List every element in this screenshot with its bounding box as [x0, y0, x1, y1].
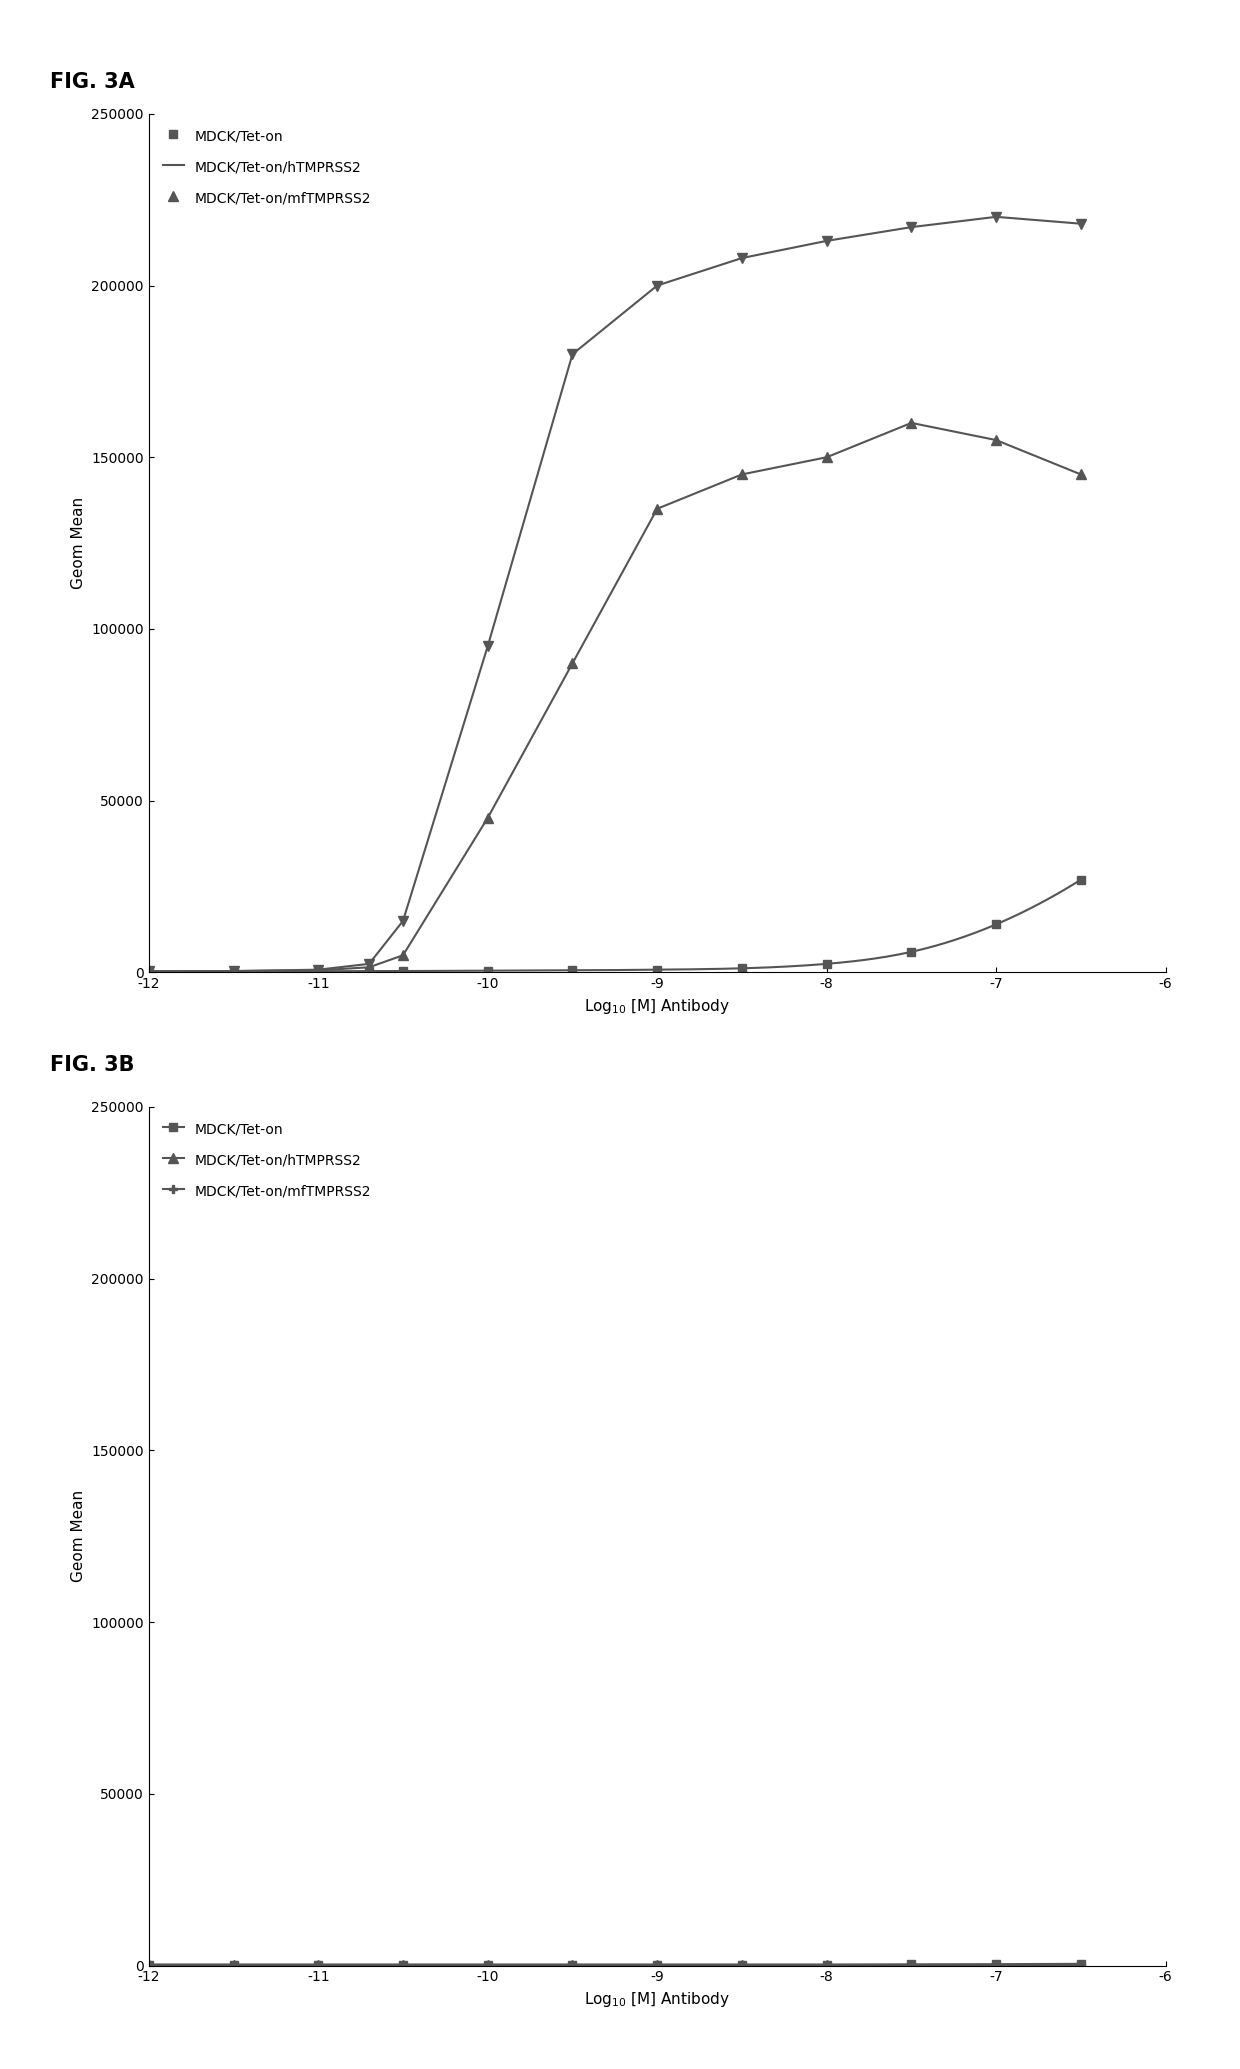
MDCK/Tet-on/hTMPRSS2: [362, 956, 377, 981]
MDCK/Tet-on/mfTMPRSS2: [1074, 1953, 1089, 1978]
MDCK/Tet-on: [311, 1953, 326, 1978]
MDCK/Tet-on: [650, 1953, 665, 1978]
MDCK/Tet-on: [311, 960, 326, 985]
MDCK/Tet-on/hTMPRSS2: [650, 1953, 665, 1978]
MDCK/Tet-on: [565, 958, 580, 983]
MDCK/Tet-on/hTMPRSS2: [734, 461, 749, 486]
MDCK/Tet-on/mfTMPRSS2: [480, 1953, 495, 1978]
MDCK/Tet-on: [820, 952, 835, 977]
MDCK/Tet-on/mfTMPRSS2: [1074, 211, 1089, 236]
MDCK/Tet-on/hTMPRSS2: [565, 652, 580, 677]
Line: MDCK/Tet-on/mfTMPRSS2: MDCK/Tet-on/mfTMPRSS2: [145, 1959, 1085, 1970]
MDCK/Tet-on: [1074, 1951, 1089, 1976]
MDCK/Tet-on: [1074, 867, 1089, 892]
MDCK/Tet-on/hTMPRSS2: [988, 428, 1003, 453]
MDCK/Tet-on: [480, 1953, 495, 1978]
MDCK/Tet-on: [734, 956, 749, 981]
MDCK/Tet-on/hTMPRSS2: [904, 1953, 919, 1978]
MDCK/Tet-on/mfTMPRSS2: [362, 952, 377, 977]
MDCK/Tet-on/hTMPRSS2: [820, 445, 835, 470]
MDCK/Tet-on: [396, 1953, 410, 1978]
MDCK/Tet-on: [141, 960, 156, 985]
MDCK/Tet-on/mfTMPRSS2: [480, 633, 495, 658]
MDCK/Tet-on/mfTMPRSS2: [311, 958, 326, 983]
MDCK/Tet-on: [141, 1953, 156, 1978]
Line: MDCK/Tet-on/mfTMPRSS2: MDCK/Tet-on/mfTMPRSS2: [144, 211, 1086, 977]
MDCK/Tet-on/mfTMPRSS2: [734, 246, 749, 271]
MDCK/Tet-on: [904, 1951, 919, 1976]
Line: MDCK/Tet-on/hTMPRSS2: MDCK/Tet-on/hTMPRSS2: [144, 418, 1086, 977]
MDCK/Tet-on/hTMPRSS2: [904, 410, 919, 434]
MDCK/Tet-on/hTMPRSS2: [820, 1953, 835, 1978]
MDCK/Tet-on/hTMPRSS2: [480, 1953, 495, 1978]
MDCK/Tet-on/hTMPRSS2: [1074, 461, 1089, 486]
MDCK/Tet-on/hTMPRSS2: [988, 1953, 1003, 1978]
MDCK/Tet-on/mfTMPRSS2: [396, 1953, 410, 1978]
MDCK/Tet-on/mfTMPRSS2: [904, 215, 919, 240]
MDCK/Tet-on/mfTMPRSS2: [565, 341, 580, 366]
MDCK/Tet-on/mfTMPRSS2: [650, 273, 665, 298]
MDCK/Tet-on/mfTMPRSS2: [820, 228, 835, 252]
Legend: MDCK/Tet-on, MDCK/Tet-on/hTMPRSS2, MDCK/Tet-on/mfTMPRSS2: MDCK/Tet-on, MDCK/Tet-on/hTMPRSS2, MDCK/…: [156, 1113, 378, 1206]
MDCK/Tet-on/mfTMPRSS2: [311, 1953, 326, 1978]
MDCK/Tet-on/hTMPRSS2: [396, 943, 410, 968]
MDCK/Tet-on/mfTMPRSS2: [226, 958, 241, 983]
MDCK/Tet-on/hTMPRSS2: [396, 1953, 410, 1978]
MDCK/Tet-on/hTMPRSS2: [311, 1953, 326, 1978]
MDCK/Tet-on/mfTMPRSS2: [820, 1953, 835, 1978]
MDCK/Tet-on/hTMPRSS2: [141, 960, 156, 985]
MDCK/Tet-on: [820, 1953, 835, 1978]
Text: FIG. 3B: FIG. 3B: [50, 1055, 134, 1076]
MDCK/Tet-on/mfTMPRSS2: [141, 1953, 156, 1978]
MDCK/Tet-on/mfTMPRSS2: [650, 1953, 665, 1978]
Y-axis label: Geom Mean: Geom Mean: [71, 1490, 86, 1583]
MDCK/Tet-on/hTMPRSS2: [1074, 1953, 1089, 1978]
Legend: MDCK/Tet-on, MDCK/Tet-on/hTMPRSS2, MDCK/Tet-on/mfTMPRSS2: MDCK/Tet-on, MDCK/Tet-on/hTMPRSS2, MDCK/…: [156, 120, 378, 213]
MDCK/Tet-on: [904, 939, 919, 964]
MDCK/Tet-on: [650, 958, 665, 983]
X-axis label: Log$_{10}$ [M] Antibody: Log$_{10}$ [M] Antibody: [584, 1990, 730, 2009]
MDCK/Tet-on: [226, 1953, 241, 1978]
MDCK/Tet-on/hTMPRSS2: [141, 1953, 156, 1978]
Line: MDCK/Tet-on/hTMPRSS2: MDCK/Tet-on/hTMPRSS2: [144, 1959, 1086, 1970]
MDCK/Tet-on/hTMPRSS2: [650, 497, 665, 521]
Line: MDCK/Tet-on: MDCK/Tet-on: [145, 875, 1085, 977]
MDCK/Tet-on/hTMPRSS2: [734, 1953, 749, 1978]
MDCK/Tet-on: [362, 958, 377, 983]
MDCK/Tet-on/mfTMPRSS2: [904, 1953, 919, 1978]
MDCK/Tet-on/mfTMPRSS2: [988, 1953, 1003, 1978]
MDCK/Tet-on/hTMPRSS2: [311, 958, 326, 983]
MDCK/Tet-on/hTMPRSS2: [565, 1953, 580, 1978]
MDCK/Tet-on/hTMPRSS2: [480, 805, 495, 830]
MDCK/Tet-on: [226, 960, 241, 985]
MDCK/Tet-on/mfTMPRSS2: [988, 205, 1003, 230]
MDCK/Tet-on: [480, 958, 495, 983]
MDCK/Tet-on: [988, 1951, 1003, 1976]
Y-axis label: Geom Mean: Geom Mean: [71, 497, 86, 590]
MDCK/Tet-on/mfTMPRSS2: [734, 1953, 749, 1978]
MDCK/Tet-on: [988, 912, 1003, 937]
Text: FIG. 3A: FIG. 3A: [50, 72, 134, 93]
Line: MDCK/Tet-on: MDCK/Tet-on: [145, 1959, 1085, 1970]
MDCK/Tet-on: [565, 1953, 580, 1978]
MDCK/Tet-on/hTMPRSS2: [226, 958, 241, 983]
MDCK/Tet-on/mfTMPRSS2: [226, 1953, 241, 1978]
MDCK/Tet-on/hTMPRSS2: [226, 1953, 241, 1978]
X-axis label: Log$_{10}$ [M] Antibody: Log$_{10}$ [M] Antibody: [584, 997, 730, 1016]
MDCK/Tet-on: [396, 958, 410, 983]
MDCK/Tet-on: [734, 1953, 749, 1978]
MDCK/Tet-on/mfTMPRSS2: [565, 1953, 580, 1978]
MDCK/Tet-on/mfTMPRSS2: [141, 960, 156, 985]
MDCK/Tet-on/mfTMPRSS2: [396, 908, 410, 933]
